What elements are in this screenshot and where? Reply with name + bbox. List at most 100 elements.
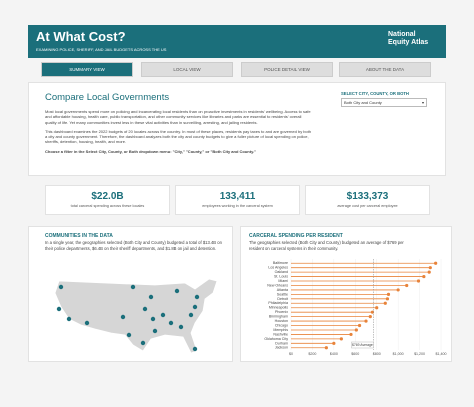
kpi-card: 133,411 employees working in the carceral… bbox=[175, 185, 300, 215]
city-dot bbox=[120, 314, 126, 320]
city-dot bbox=[174, 288, 180, 294]
city-dot bbox=[194, 294, 200, 300]
y-tick-label: St. Louis bbox=[274, 275, 288, 279]
chart-title: CARCERAL SPENDING PER RESIDENT bbox=[249, 233, 343, 239]
dropdown-value: Both City and County bbox=[344, 100, 382, 105]
y-tick-label: Baltimore bbox=[273, 261, 288, 265]
reference-label-box bbox=[351, 341, 374, 349]
city-dot bbox=[84, 320, 90, 326]
section-title: Compare Local Governments bbox=[45, 92, 170, 103]
y-tick-label: Memphis bbox=[273, 328, 288, 332]
tab[interactable]: ABOUT THE DATA bbox=[339, 62, 431, 77]
dropdown[interactable]: Both City and County ▾ bbox=[341, 98, 427, 107]
lollipop-dot bbox=[386, 292, 391, 296]
map bbox=[54, 278, 218, 354]
city-dot bbox=[150, 316, 156, 322]
city-dot bbox=[178, 324, 184, 330]
kpi-label: total carceral spending across these loc… bbox=[70, 204, 145, 208]
city-dot bbox=[188, 312, 194, 318]
y-tick-label: Oklahoma City bbox=[264, 337, 288, 341]
city-dot bbox=[126, 332, 132, 338]
x-tick-label: $200 bbox=[308, 352, 316, 356]
lollipop-dot bbox=[364, 319, 368, 323]
kpi-value: $22.0B bbox=[91, 191, 124, 202]
y-tick-label: Nashville bbox=[273, 332, 288, 336]
paragraph: Most local governments spend more on pol… bbox=[45, 109, 311, 125]
paragraph: This dashboard examines the 2022 budgets… bbox=[45, 128, 312, 145]
panel-text: In a single year, the geographies select… bbox=[45, 240, 222, 251]
lollipop-dot bbox=[324, 346, 328, 350]
x-tick-label: $800 bbox=[373, 352, 381, 356]
lollipop-dot bbox=[405, 283, 409, 288]
x-tick-label: $1,200 bbox=[414, 352, 425, 356]
y-tick-label: Jackson bbox=[275, 346, 288, 350]
lollipop-dot bbox=[422, 274, 426, 279]
kpi-card: $133,373 average cost per carceral employ… bbox=[305, 185, 430, 215]
city-dot bbox=[56, 306, 62, 312]
y-tick-label: Miami bbox=[278, 279, 288, 283]
city-dot bbox=[152, 328, 158, 334]
lollipop-dot bbox=[428, 266, 432, 270]
y-tick-label: Oakland bbox=[275, 270, 288, 274]
kpi-label: employees working in the carceral system bbox=[202, 204, 273, 208]
y-tick-label: Houston bbox=[275, 319, 288, 323]
y-tick-label: Detroit bbox=[277, 297, 288, 301]
kpi-value: 133,411 bbox=[219, 191, 256, 202]
filter-label: SELECT CITY, COUNTY, OR BOTH bbox=[341, 91, 409, 96]
y-tick-label: Chicago bbox=[275, 323, 288, 327]
y-tick-label: Atlanta bbox=[277, 288, 288, 292]
city-dot bbox=[192, 304, 198, 310]
city-dot bbox=[130, 284, 136, 290]
logo: National Equity Atlas bbox=[388, 31, 429, 46]
y-tick-label: Philadelphia bbox=[268, 301, 288, 305]
kpi-value: $133,373 bbox=[346, 191, 389, 202]
lollipop-dot bbox=[349, 332, 353, 337]
lollipop-dot bbox=[368, 315, 372, 319]
title: At What Cost? bbox=[36, 29, 126, 44]
lollipop-dot bbox=[332, 341, 336, 345]
map-panel: COMMUNITIES IN THE DATA In a single year… bbox=[28, 226, 233, 362]
x-tick-label: $600 bbox=[351, 352, 359, 356]
x-tick-label: $1,400 bbox=[436, 352, 447, 356]
city-dots bbox=[56, 284, 200, 352]
lollipop-dot bbox=[385, 297, 390, 301]
y-tick-label: Minneapolis bbox=[269, 306, 288, 310]
city-dot bbox=[192, 346, 198, 352]
x-tick-label: $0 bbox=[289, 352, 293, 356]
y-tick-label: Phoenix bbox=[275, 310, 288, 314]
city-dot bbox=[160, 312, 166, 318]
x-tick-label: $1,000 bbox=[393, 352, 404, 356]
y-tick-label: Seattle bbox=[277, 292, 288, 296]
city-dot bbox=[148, 294, 154, 300]
tab[interactable]: LOCAL VIEW bbox=[141, 62, 233, 77]
y-tick-label: Los Angeles bbox=[268, 266, 288, 270]
city-dot bbox=[140, 340, 146, 346]
lollipop-dot bbox=[339, 337, 343, 341]
panel-title: COMMUNITIES IN THE DATA bbox=[45, 233, 113, 239]
lollipop-dot bbox=[357, 323, 362, 328]
city-dot bbox=[58, 284, 64, 290]
lollipop-dot bbox=[416, 279, 421, 283]
kpi-card: $22.0B total carceral spending across the… bbox=[45, 185, 170, 215]
chart-panel: CARCERAL SPENDING PER RESIDENT The geogr… bbox=[240, 226, 452, 362]
tab[interactable]: SUMMARY VIEW bbox=[41, 62, 133, 77]
subtitle: EXAMINING POLICE, SHERIFF, AND JAIL BUDG… bbox=[36, 47, 167, 52]
x-tick-label: $400 bbox=[330, 352, 338, 356]
kpi-label: average cost per carceral employee bbox=[337, 204, 398, 208]
reference-label: $769 Average bbox=[352, 343, 373, 347]
us-outline bbox=[54, 278, 218, 354]
city-dot bbox=[142, 306, 148, 312]
tab[interactable]: POLICE DETAIL VIEW bbox=[241, 62, 333, 77]
chart: $0 $200 $400 $600 $800 $1,000 $1,200 $1,400 Balt… bbox=[264, 259, 447, 356]
lollipop-dot bbox=[383, 301, 387, 305]
header: At What Cost? EXAMINING POLICE, SHERIFF,… bbox=[28, 25, 446, 58]
y-tick-label: New Orleans bbox=[267, 283, 288, 287]
y-tick-label: Birmingham bbox=[269, 315, 288, 319]
lollipop-dot bbox=[354, 328, 358, 332]
chart-subtitle: The geographies selected (Both City and … bbox=[249, 240, 404, 251]
lollipop-dot bbox=[434, 261, 438, 265]
lollipop-dot bbox=[396, 288, 400, 292]
compare-panel: Compare Local Governments Most local gov… bbox=[28, 82, 446, 176]
lollipop-dot bbox=[427, 270, 431, 274]
